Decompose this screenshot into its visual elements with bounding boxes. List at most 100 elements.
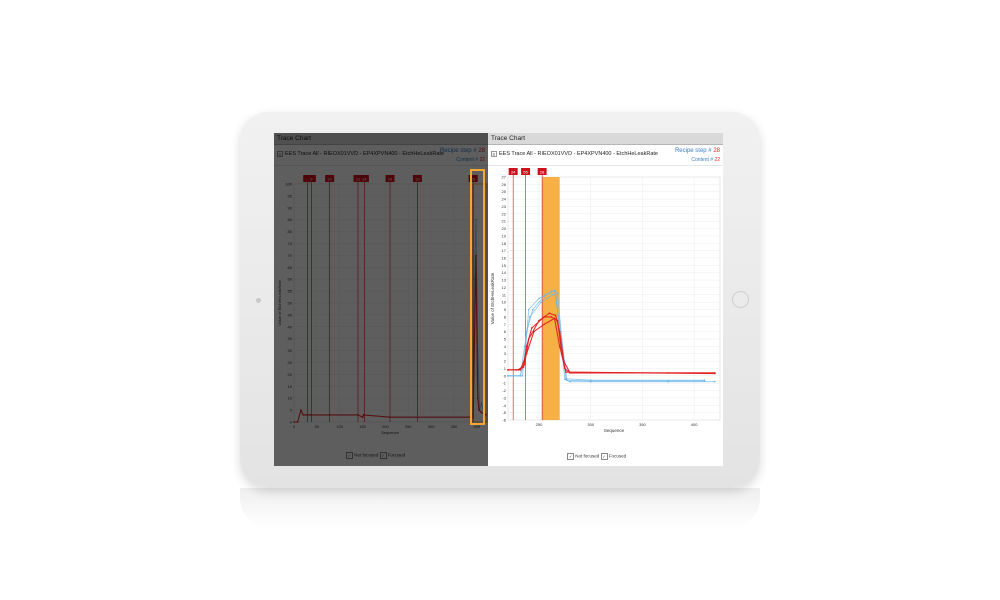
step-marker-badge: [521, 168, 531, 175]
data-point-not_focused: [528, 316, 531, 318]
y-tick-label: 85: [288, 217, 293, 222]
data-point-focused: [533, 330, 535, 333]
y-tick-label: 80: [288, 229, 293, 234]
y-tick-label: 70: [288, 253, 293, 258]
data-point-not_focused: [553, 289, 556, 292]
y-tick-label: 100: [285, 182, 292, 187]
data-point-not_focused: [589, 379, 592, 382]
data-point-focused: [714, 372, 716, 375]
data-point-not_focused: [543, 295, 545, 298]
data-point-focused: [527, 338, 530, 340]
y-tick-label: 8: [504, 314, 507, 319]
data-point-focused: [558, 330, 561, 333]
recipe-step-value: 28: [713, 148, 720, 154]
legend: ✓ Not focused ✓ Focused: [346, 452, 405, 459]
data-point-not_focused: [525, 330, 528, 333]
y-tick-label: 10: [502, 300, 507, 305]
y-tick-label: 18: [502, 241, 507, 246]
step-marker-label: 55: [523, 170, 528, 175]
content-label: Content #: [691, 157, 714, 163]
x-axis-label: Sequence: [604, 428, 625, 433]
data-point-focused: [548, 312, 551, 315]
step-marker-label: 28: [540, 170, 545, 175]
focused-checkbox[interactable]: ✓: [379, 452, 387, 459]
y-tick-label: -4: [502, 403, 506, 408]
y-tick-label: 90: [288, 205, 293, 210]
data-point-focused: [550, 316, 553, 318]
legend: ✓ Not focused ✓ Focused: [567, 453, 626, 460]
y-tick-label: 2: [504, 359, 507, 364]
data-point-focused: [306, 414, 309, 416]
not-focused-checkbox[interactable]: ✓: [567, 453, 574, 460]
data-point-focused: [523, 363, 526, 366]
data-point-not_focused: [566, 379, 568, 382]
y-tick-label: -2: [502, 388, 506, 393]
y-tick-label: -1: [502, 381, 506, 386]
trace-chart-left[interactable]: 0 5 10 15 20 25 30 35 40 45 50 55 60 65 70 75 80 85 90 95 10…: [274, 166, 488, 466]
menu-icon[interactable]: ≡: [491, 151, 497, 158]
trace-path-label: EES Trace All - RIEOX01VVD - EP4XPVN400 …: [499, 151, 658, 157]
y-tick-label: -3: [502, 395, 506, 400]
recipe-step-indicator: Recipe step # 28: [440, 148, 485, 154]
content-label: Content #: [456, 157, 479, 163]
x-tick-label: 250: [405, 424, 412, 429]
data-point-not_focused: [538, 297, 540, 300]
y-tick-label: 21: [502, 219, 507, 224]
focused-checkbox[interactable]: ✓: [600, 453, 608, 460]
data-point-focused: [293, 421, 295, 423]
camera-icon: [256, 298, 261, 303]
y-tick-label: 30: [288, 348, 293, 353]
step-marker-label: 19: [415, 177, 420, 182]
tablet-reflection: [240, 488, 760, 528]
x-tick-label: 300: [587, 422, 594, 427]
data-point-not_focused: [703, 379, 706, 382]
data-point-focused: [554, 314, 557, 317]
x-tick-label: 50: [315, 424, 320, 429]
y-tick-label: 55: [288, 289, 293, 294]
home-button[interactable]: [732, 291, 749, 308]
y-tick-label: 20: [502, 226, 507, 231]
step-marker-label: 16: [388, 177, 393, 182]
trace-chart-right[interactable]: -6-5-4-3-2-10123456789101112131415161718…: [488, 168, 723, 466]
data-point-not_focused: [521, 375, 524, 377]
x-tick-label: 350: [639, 422, 646, 427]
x-tick-label: 400: [691, 422, 698, 427]
chart-toolbar: ≡ EES Trace All - RIEOX01VVD - EP4XPVN40…: [274, 145, 488, 166]
not-focused-checkbox[interactable]: ✓: [346, 452, 353, 459]
x-tick-label: 300: [428, 424, 435, 429]
data-point-focused: [300, 409, 302, 411]
data-point-not_focused: [558, 323, 561, 326]
recipe-step-value: 28: [478, 148, 485, 154]
content-indicator: Content # 22: [456, 157, 485, 163]
step-marker-label: 24: [511, 170, 516, 175]
panel-title: Trace Chart: [488, 133, 723, 145]
data-point-not_focused: [540, 301, 542, 303]
y-tick-label: 3: [504, 351, 507, 356]
data-point-focused: [296, 421, 299, 423]
data-point-focused: [361, 416, 364, 419]
data-point-not_focused: [527, 308, 530, 311]
data-point-focused: [530, 327, 533, 329]
data-point-focused: [302, 414, 304, 416]
y-tick-label: 7: [504, 322, 507, 327]
y-tick-label: 45: [288, 312, 293, 317]
y-tick-label: 12: [502, 285, 507, 290]
y-tick-label: 0: [504, 373, 507, 378]
x-tick-label: 150: [359, 424, 366, 429]
content-value: 22: [714, 157, 720, 163]
data-point-not_focused: [565, 377, 567, 380]
trace-chart-overview-panel: Trace Chart ≡ EES Trace All - RIEOX01VVD…: [274, 133, 488, 466]
menu-icon[interactable]: ≡: [277, 151, 283, 158]
trace-chart-zoom-panel: Trace Chart ≡ EES Trace All - RIEOX01VVD…: [488, 133, 723, 466]
y-axis-label: Value of EtchHeLeakRate: [277, 279, 282, 326]
legend-focused: Focused: [608, 453, 627, 459]
y-tick-label: 95: [288, 193, 293, 198]
y-tick-label: -5: [502, 410, 506, 415]
y-tick-label: 24: [502, 197, 507, 202]
selection-highlight[interactable]: [470, 169, 485, 425]
data-point-not_focused: [551, 294, 554, 296]
y-tick-label: 6: [504, 329, 507, 334]
x-tick-label: 250: [536, 422, 543, 427]
data-point-not_focused: [532, 308, 534, 311]
y-axis-label: Value of EtchHeLeakRate: [490, 272, 495, 324]
